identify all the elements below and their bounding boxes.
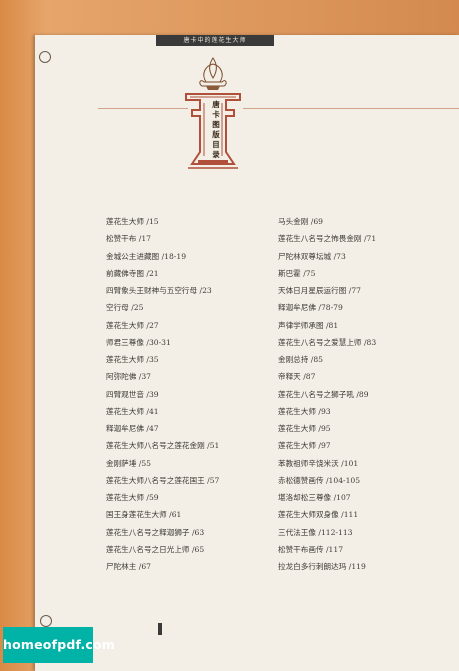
- toc-entry[interactable]: 四臂观世音 /39: [106, 389, 159, 399]
- toc-entry[interactable]: 天体日月星辰运行图 /77: [278, 286, 361, 295]
- title-char: 录: [212, 150, 220, 159]
- book-page: [35, 35, 459, 671]
- toc-right-column: 马头金刚 /69 莲花生八名号之怖畏金刚 /71 尸陀林双尊坛城 /73 斯巴霍…: [278, 213, 376, 575]
- toc-entry[interactable]: 金刚萨埵 /55: [106, 458, 152, 468]
- title-char: 目: [212, 140, 220, 149]
- toc-entry[interactable]: 尸陀林双尊坛城 /73: [278, 251, 346, 261]
- lotus-tower-emblem: [185, 57, 241, 169]
- contents-title: 唐 卡 图 版 目 录: [210, 100, 222, 160]
- toc-entry[interactable]: 苯教祖师辛饶米沃 /101: [278, 458, 359, 468]
- toc-entry[interactable]: 莲花生大师 /97: [278, 441, 331, 451]
- toc-entry[interactable]: 堪洛却松三尊像 /107: [278, 493, 351, 502]
- toc-entry[interactable]: 马头金刚 /69: [278, 217, 324, 226]
- corner-ornament-icon: [39, 51, 51, 63]
- toc-entry[interactable]: 声律学师承图 /81: [278, 320, 339, 330]
- decorative-rule-left: [98, 108, 188, 109]
- running-header: 唐卡中的莲花生大师: [156, 35, 274, 46]
- toc-entry[interactable]: 莲花生八名号之狮子吼 /89: [278, 389, 369, 399]
- toc-entry[interactable]: 莲花生大师双身像 /111: [278, 510, 359, 520]
- corner-ornament-icon: [40, 615, 52, 627]
- decorative-rule-right: [243, 108, 459, 109]
- toc-entry[interactable]: 莲花生大师 /95: [278, 424, 331, 433]
- toc-entry[interactable]: 莲花生八名号之释迦狮子 /63: [106, 527, 205, 537]
- toc-entry[interactable]: 阿弥陀佛 /37: [106, 372, 152, 382]
- toc-entry[interactable]: 空行母 /25: [106, 303, 144, 313]
- toc-entry[interactable]: 松赞干布画传 /117: [278, 544, 344, 554]
- page-edge-tab: [158, 623, 162, 635]
- toc-entry[interactable]: 莲花生大师 /35: [106, 355, 159, 364]
- toc-entry[interactable]: 莲花生大师 /93: [278, 406, 331, 416]
- toc-entry[interactable]: 拉龙白多行刺朗达玛 /119: [278, 562, 366, 571]
- toc-entry[interactable]: 金刚总持 /85: [278, 355, 324, 364]
- toc-entry[interactable]: 莲花生八名号之日光上师 /65: [106, 544, 205, 554]
- toc-entry[interactable]: 师君三尊像 /30-31: [106, 337, 171, 347]
- toc-entry[interactable]: 莲花生大师 /41: [106, 406, 159, 416]
- toc-entry[interactable]: 莲花生大师八名号之莲花金刚 /51: [106, 441, 220, 451]
- toc-entry[interactable]: 前藏佛寺图 /21: [106, 268, 159, 278]
- toc-entry[interactable]: 斯巴霍 /75: [278, 268, 316, 278]
- title-char: 图: [212, 120, 220, 129]
- toc-entry[interactable]: 释迦牟尼佛 /47: [106, 424, 159, 433]
- toc-entry[interactable]: 金城公主进藏图 /18-19: [106, 251, 187, 261]
- title-char: 版: [212, 130, 220, 139]
- toc-entry[interactable]: 莲花生八名号之怖畏金刚 /71: [278, 234, 377, 244]
- toc-left-column: 莲花生大师 /15 松赞干布 /17 金城公主进藏图 /18-19 前藏佛寺图 …: [106, 213, 219, 575]
- toc-entry[interactable]: 松赞干布 /17: [106, 234, 152, 244]
- toc-entry[interactable]: 尸陀林主 /67: [106, 562, 152, 571]
- toc-entry[interactable]: 莲花生大师 /27: [106, 320, 159, 330]
- toc-entry[interactable]: 帝释天 /87: [278, 372, 316, 382]
- toc-entry[interactable]: 国王身莲花生大师 /61: [106, 510, 182, 520]
- site-watermark[interactable]: homeofpdf.com: [3, 627, 115, 663]
- toc-entry[interactable]: 莲花生大师 /15: [106, 217, 159, 226]
- toc-entry[interactable]: 三代法王像 /112-113: [278, 527, 353, 537]
- toc-entry[interactable]: 莲花生大师八名号之莲花国王 /57: [106, 475, 220, 485]
- toc-entry[interactable]: 莲花生大师 /59: [106, 493, 159, 502]
- title-char: 卡: [212, 110, 220, 119]
- toc-entry[interactable]: 四臂象头王财神与五空行母 /23: [106, 286, 212, 295]
- toc-entry[interactable]: 莲花生八名号之爱慧上师 /83: [278, 337, 377, 347]
- title-char: 唐: [212, 100, 220, 109]
- toc-entry[interactable]: 释迦牟尼佛 /78-79: [278, 303, 343, 313]
- toc-entry[interactable]: 赤松德赞画传 /104-105: [278, 475, 361, 485]
